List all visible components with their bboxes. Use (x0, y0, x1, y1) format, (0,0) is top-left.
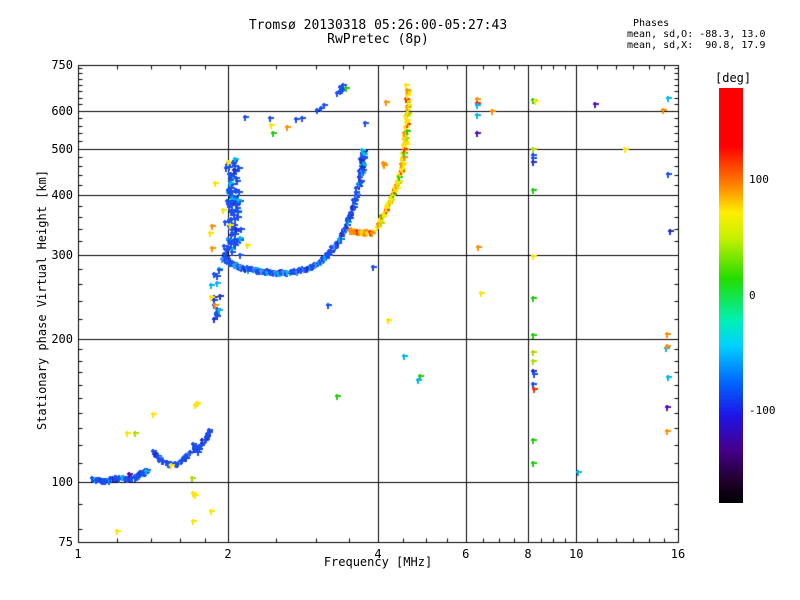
y-tick-label: 500 (51, 141, 73, 156)
y-axis-label: Stationary phase Virtual Height [km] (35, 169, 49, 431)
colorbar-tick-label: 0 (749, 288, 756, 302)
x-tick-label: 1 (74, 547, 82, 561)
phase-stats-heading: Phases (633, 18, 670, 29)
y-tick-label: 400 (51, 188, 73, 203)
plot-title: Tromsø 20130318 05:26:00-05:27:43 (248, 18, 508, 33)
x-tick-label: 6 (462, 547, 470, 561)
plot-subtitle: RwPretec (8p) (327, 32, 429, 47)
x-tick-label: 10 (569, 547, 584, 561)
y-tick-label: 750 (51, 58, 73, 72)
phase-stats-o-mode: mean, sd,O: -88.3, 13.0 (627, 29, 766, 40)
y-tick-label: 600 (51, 104, 73, 119)
x-axis-label: Frequency [MHz] (323, 555, 433, 569)
y-tick-label: 75 (58, 535, 73, 549)
phase-stats-x-mode: mean, sd,X: 90.8, 17.9 (627, 40, 766, 51)
colorbar-gradient (719, 88, 743, 503)
colorbar-unit-label: [deg] (715, 71, 752, 85)
y-tick-label: 100 (51, 475, 73, 490)
colorbar-tick-label: -100 (749, 403, 776, 417)
y-tick-label: 300 (51, 247, 73, 262)
x-tick-label: 2 (224, 547, 232, 561)
x-tick-label: 4 (374, 547, 382, 561)
y-tick-label: 200 (51, 331, 73, 346)
x-tick-label: 16 (670, 547, 686, 561)
colorbar-tick-label: 100 (749, 173, 769, 187)
x-tick-label: 8 (524, 547, 532, 561)
